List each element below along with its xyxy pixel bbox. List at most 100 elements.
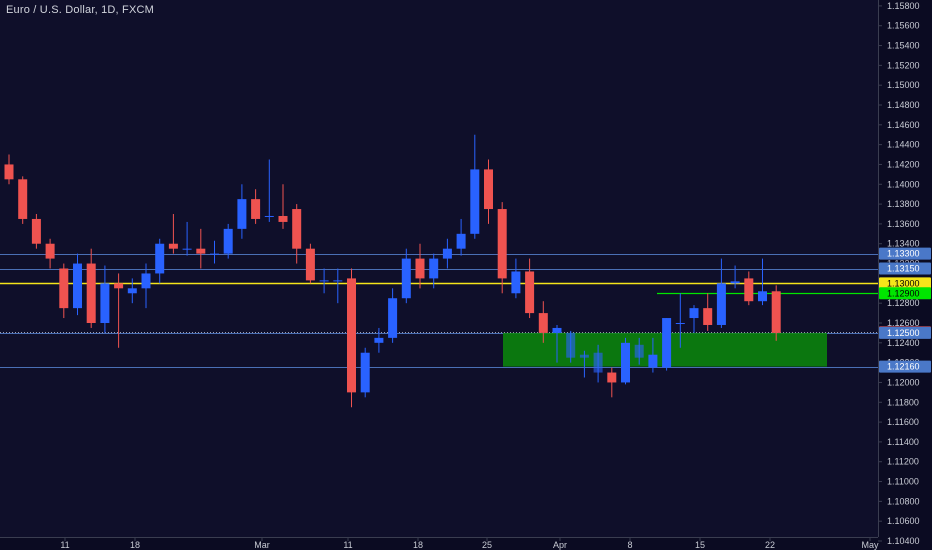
candle-body[interactable] xyxy=(73,263,82,309)
y-tick-label: 1.10600 xyxy=(887,516,920,526)
candle-body[interactable] xyxy=(566,332,576,358)
y-tick-label: 1.15800 xyxy=(887,1,920,11)
candle-body[interactable] xyxy=(621,342,630,383)
candle-body[interactable] xyxy=(18,179,28,219)
price-tag-bg[interactable] xyxy=(879,287,931,300)
candle-body[interactable] xyxy=(675,323,685,324)
y-tick-label: 1.14400 xyxy=(887,140,920,150)
y-tick-label: 1.15000 xyxy=(887,80,920,90)
candle-body[interactable] xyxy=(347,278,356,393)
candle-body[interactable] xyxy=(114,283,124,289)
candle-body[interactable] xyxy=(141,273,151,289)
price-tag: 1.12160 xyxy=(887,362,920,372)
y-tick-label: 1.11800 xyxy=(887,397,919,407)
price-tag-bg[interactable] xyxy=(879,360,931,373)
y-tick-label: 1.12600 xyxy=(887,318,920,328)
candle-body[interactable] xyxy=(264,215,274,217)
candle-body[interactable] xyxy=(374,337,384,343)
candle-body[interactable] xyxy=(470,169,480,234)
candle-body[interactable] xyxy=(278,215,288,222)
x-tick-label: 8 xyxy=(627,540,632,550)
candle-body[interactable] xyxy=(86,263,96,323)
candle-body[interactable] xyxy=(31,218,41,244)
candle-body[interactable] xyxy=(607,372,617,383)
x-tick-label: 18 xyxy=(130,540,140,550)
candle-body[interactable] xyxy=(415,258,425,279)
y-tick-label: 1.13600 xyxy=(887,219,920,229)
candle-body[interactable] xyxy=(484,169,493,210)
candle-body[interactable] xyxy=(634,344,644,358)
x-tick-label: May xyxy=(861,540,879,550)
price-tag-bg[interactable] xyxy=(879,262,931,275)
y-tick-label: 1.14800 xyxy=(887,100,920,110)
candle-body[interactable] xyxy=(525,271,535,314)
price-tag: 1.13150 xyxy=(887,264,920,274)
x-tick-label: 11 xyxy=(343,540,352,550)
candle-body[interactable] xyxy=(593,352,603,373)
y-tick-label: 1.10400 xyxy=(887,536,920,546)
candle-body[interactable] xyxy=(703,308,713,325)
candle-body[interactable] xyxy=(59,268,69,309)
candle-body[interactable] xyxy=(497,209,507,279)
candle-body[interactable] xyxy=(319,280,329,282)
price-tag-bg[interactable] xyxy=(879,277,931,290)
y-tick-label: 1.15600 xyxy=(887,21,920,31)
y-tick-label: 1.13800 xyxy=(887,199,920,209)
y-tick-label: 1.11400 xyxy=(887,437,919,447)
plot-area[interactable] xyxy=(0,0,878,537)
candle-body[interactable] xyxy=(45,243,55,259)
candle-body[interactable] xyxy=(100,283,110,323)
candle-body[interactable] xyxy=(456,233,466,249)
symbol-title[interactable]: Euro / U.S. Dollar, 1D, FXCM xyxy=(6,4,155,16)
candle-body[interactable] xyxy=(196,248,206,254)
candle-body[interactable] xyxy=(538,313,548,333)
candle-body[interactable] xyxy=(744,278,754,302)
y-tick-label: 1.12000 xyxy=(887,377,920,387)
candle-body[interactable] xyxy=(401,258,411,299)
time-axis[interactable] xyxy=(0,537,932,550)
price-axis[interactable] xyxy=(878,0,932,550)
candle-body[interactable] xyxy=(662,318,672,368)
price-tag: 1.13300 xyxy=(887,249,920,259)
y-tick-label: 1.14000 xyxy=(887,179,920,189)
candle-body[interactable] xyxy=(689,308,699,319)
price-tag-bg[interactable] xyxy=(879,247,931,260)
price-tag: 1.12900 xyxy=(887,288,920,298)
candle-body[interactable] xyxy=(771,291,781,333)
candle-body[interactable] xyxy=(360,352,370,393)
candle-body[interactable] xyxy=(251,199,261,219)
candle-body[interactable] xyxy=(758,291,767,302)
y-tick-label: 1.12800 xyxy=(887,298,920,308)
candle-body[interactable] xyxy=(4,164,14,180)
price-tag: 1.13000 xyxy=(887,278,920,288)
candle-body[interactable] xyxy=(168,243,178,249)
candle-body[interactable] xyxy=(716,283,726,325)
candle-body[interactable] xyxy=(429,258,439,279)
candle-body[interactable] xyxy=(579,354,589,358)
candle-body[interactable] xyxy=(388,298,398,338)
candle-body[interactable] xyxy=(292,209,302,249)
candle-body[interactable] xyxy=(223,228,233,254)
candle-body[interactable] xyxy=(182,248,192,250)
x-tick-label: Apr xyxy=(553,540,567,550)
candle-body[interactable] xyxy=(237,199,247,229)
candle-body[interactable] xyxy=(511,271,521,294)
y-tick-label: 1.12400 xyxy=(887,338,920,348)
candle-body[interactable] xyxy=(333,280,343,282)
candle-body[interactable] xyxy=(648,354,658,368)
price-tag: 1.12500 xyxy=(887,328,920,338)
x-tick-label: 22 xyxy=(765,540,775,550)
candle-body[interactable] xyxy=(210,253,219,255)
price-tag-bg[interactable] xyxy=(879,326,931,339)
candle-body[interactable] xyxy=(442,248,452,259)
y-tick-label: 1.14600 xyxy=(887,120,920,130)
candle-body[interactable] xyxy=(305,248,315,281)
candle-body[interactable] xyxy=(552,327,562,333)
candle-body[interactable] xyxy=(730,281,740,284)
candle-body[interactable] xyxy=(155,243,165,274)
y-tick-label: 1.15400 xyxy=(887,41,920,51)
x-tick-label: 25 xyxy=(482,540,492,550)
candle-body[interactable] xyxy=(127,288,137,294)
